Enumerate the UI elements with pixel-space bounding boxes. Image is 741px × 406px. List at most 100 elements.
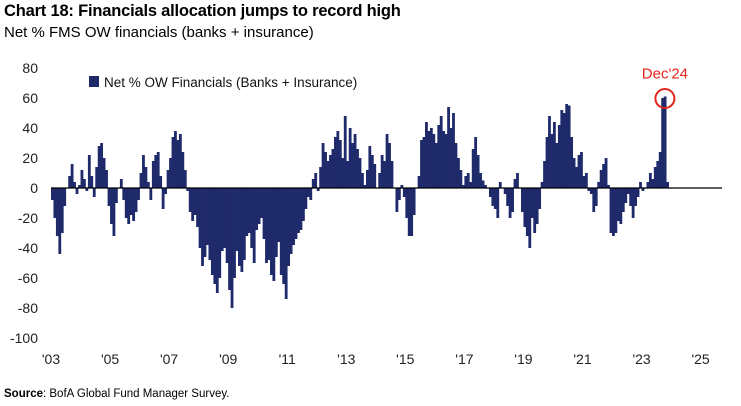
bar [250,188,254,248]
bar [87,155,91,188]
bar [262,188,266,239]
bar [146,182,150,188]
chart-subtitle: Net % FMS OW financials (banks + insuran… [4,24,314,41]
bar [85,188,89,191]
bar [368,146,372,188]
bar [538,188,542,209]
bar [459,170,463,188]
bar [639,182,642,188]
bar [607,185,610,188]
bar [183,170,187,188]
bar [358,158,362,188]
bar [257,188,261,224]
bar [584,173,588,188]
bar [68,176,72,188]
bar [282,188,286,284]
bar [304,188,308,209]
bar [624,188,628,203]
legend-label: Net % OW Financials (Banks + Insurance) [104,75,357,90]
bar [540,182,544,188]
bar [272,188,276,281]
y-tick-label: 80 [22,60,38,76]
bar [412,188,416,215]
bar [70,164,74,188]
bar [127,188,131,224]
bar [425,122,428,188]
bar [636,188,640,197]
bar [422,137,426,188]
bar [552,122,556,188]
bar [314,173,318,188]
bar [397,188,401,200]
bar [107,188,111,206]
bar [545,137,549,188]
bar [619,188,623,224]
bar [55,188,59,236]
bar [112,188,116,236]
bar [513,179,517,188]
bar [193,188,197,215]
bar [395,188,399,212]
bar [188,188,192,212]
y-tick-label: 40 [22,120,38,136]
bar [476,155,480,188]
bar [629,188,633,206]
bar [132,188,136,221]
bar [466,173,470,188]
bar [299,188,303,230]
bar [656,161,660,188]
bar [634,188,637,206]
bar [646,182,650,188]
bar [582,176,586,188]
source-text: : BofA Global Fund Manager Survey. [43,388,230,400]
bar [218,188,222,278]
bar [58,188,62,254]
bar [380,155,384,188]
bar [562,113,566,188]
bar [543,161,546,188]
bar [631,188,635,218]
bar [437,125,441,188]
bar [420,140,423,188]
legend-swatch [89,76,99,87]
bar [186,188,190,191]
bar [567,105,571,188]
source-note: Source: BofA Global Fund Manager Survey. [4,388,229,400]
bar [452,113,455,188]
bar [78,185,81,188]
bar [151,161,155,188]
bar [390,161,394,188]
bar [621,188,625,212]
bar [503,188,507,194]
bar [242,188,246,260]
bar [174,131,177,188]
bar [287,188,291,266]
bar [602,164,605,188]
bar [479,173,482,188]
bar [570,137,574,188]
bar [348,128,352,188]
bar [311,179,315,188]
bar [215,188,219,293]
bar [277,188,281,242]
bar [228,188,231,290]
annotation: Dec'24 [642,66,688,109]
bar [203,188,207,257]
bar [100,143,104,188]
bar [301,188,305,221]
bar [346,161,350,188]
bar [191,188,195,221]
bar [525,188,529,236]
bar [557,125,561,188]
bar [198,188,202,248]
x-tick-label: '17 [455,351,473,367]
bar [626,188,630,194]
bar [575,167,578,188]
bar [220,188,224,251]
bar [201,188,204,266]
bar [565,104,569,188]
bar [653,167,657,188]
bar [658,152,662,188]
source-label: Source [4,388,43,400]
